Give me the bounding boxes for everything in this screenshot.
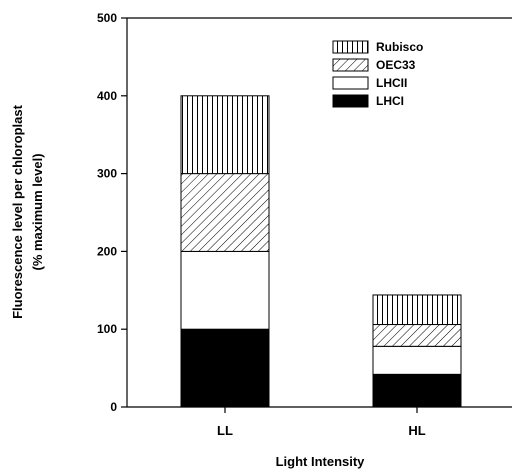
y-tick-label: 300: [97, 167, 117, 181]
legend-swatch-rubisco: [332, 40, 369, 54]
legend: Rubisco OEC33 LHCII LHCI: [332, 40, 423, 108]
x-category-label: LL: [217, 423, 233, 438]
bar-segment-lhcii-ll: [180, 250, 270, 330]
legend-swatch-lhcii: [332, 76, 369, 90]
x-axis-category-labels: LL HL: [217, 407, 426, 438]
legend-swatch-oec33: [332, 58, 369, 72]
bar-segment-oec33-hl: [372, 324, 462, 347]
bar-segment-oec33-ll: [180, 173, 270, 252]
x-category-label: HL: [408, 423, 425, 438]
bar-segment-rubisco-hl: [372, 294, 462, 326]
legend-swatch-lhci: [332, 94, 369, 108]
y-tick-label: 500: [97, 11, 117, 25]
legend-label-oec33: OEC33: [376, 58, 416, 72]
legend-label-rubisco: Rubisco: [376, 40, 423, 54]
y-tick-label: 200: [97, 244, 117, 258]
legend-label-lhcii: LHCII: [376, 76, 407, 90]
bar-segment-rubisco-ll: [180, 95, 270, 175]
bar-segment-lhci-hl: [372, 373, 462, 408]
y-axis-ticks: 0 100 200 300 400 500: [97, 11, 127, 414]
y-tick-label: 100: [97, 322, 117, 336]
y-axis-title-line2: (% maximum level): [30, 153, 45, 270]
legend-label-lhci: LHCI: [376, 94, 404, 108]
y-tick-label: 400: [97, 89, 117, 103]
y-axis-title-line1: Fluorescence level per chloroplast: [10, 104, 25, 319]
bar-stacks: [180, 95, 462, 408]
x-axis-title: Light Intensity: [276, 454, 366, 469]
bar-segment-lhcii-hl: [372, 345, 462, 375]
bar-segment-lhci-ll: [180, 328, 270, 408]
y-tick-label: 0: [110, 400, 117, 414]
